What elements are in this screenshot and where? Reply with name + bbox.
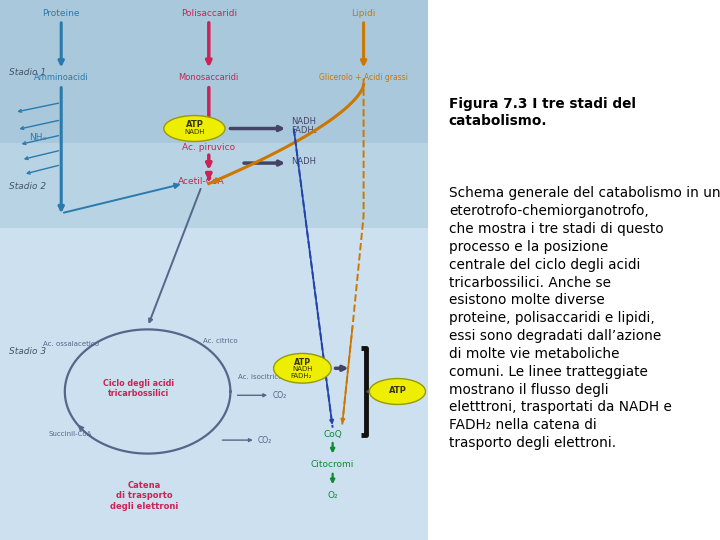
Text: Citocromi: Citocromi	[311, 460, 354, 469]
Bar	[0, 0, 428, 143]
Text: CO₂: CO₂	[272, 391, 287, 400]
Text: Amminoacidi: Amminoacidi	[34, 73, 89, 82]
Ellipse shape	[369, 379, 426, 404]
Text: NADH: NADH	[184, 129, 204, 136]
Text: Ac. piruvico: Ac. piruvico	[182, 144, 235, 152]
Text: Ac. isocitrico: Ac. isocitrico	[238, 374, 282, 380]
Text: Glicerolo + Acidi grassi: Glicerolo + Acidi grassi	[319, 73, 408, 82]
Text: Monosaccaridi: Monosaccaridi	[179, 73, 239, 82]
Text: Polisaccaridi: Polisaccaridi	[181, 9, 237, 18]
Text: CO₂: CO₂	[258, 436, 272, 444]
Text: Succinil-CoA: Succinil-CoA	[49, 431, 92, 437]
Text: Stadio 2: Stadio 2	[9, 182, 46, 191]
Bar	[0, 228, 428, 540]
Text: ATP: ATP	[294, 359, 311, 367]
Text: CoQ: CoQ	[323, 430, 342, 438]
Text: Ac. ossalacetico: Ac. ossalacetico	[42, 341, 99, 347]
Text: NADH: NADH	[292, 117, 317, 126]
Text: ATP: ATP	[186, 120, 203, 129]
Text: Lipidi: Lipidi	[351, 9, 376, 18]
Text: Ac. citrico: Ac. citrico	[203, 338, 238, 344]
Text: Ciclo degli acidi
tricarbossilici: Ciclo degli acidi tricarbossilici	[103, 379, 174, 399]
Text: Catena
di trasporto
degli elettroni: Catena di trasporto degli elettroni	[110, 481, 178, 511]
Text: Schema generale del catabolismo in un
eterotrofo-chemiorganotrofo,
che mostra i : Schema generale del catabolismo in un et…	[449, 186, 720, 450]
Text: FADH₂: FADH₂	[290, 373, 312, 379]
Bar	[0, 143, 428, 228]
Ellipse shape	[274, 354, 331, 383]
Text: Acetil-CoA: Acetil-CoA	[179, 177, 225, 186]
Text: NADH: NADH	[292, 366, 312, 373]
Ellipse shape	[164, 116, 225, 141]
Text: NADH: NADH	[292, 158, 317, 166]
Text: Stadio 3: Stadio 3	[9, 347, 46, 355]
Text: O₂: O₂	[328, 491, 338, 500]
Text: Proteine: Proteine	[42, 9, 80, 18]
Text: ATP: ATP	[389, 386, 406, 395]
Text: FADH₂: FADH₂	[292, 126, 318, 135]
Text: Stadio 1: Stadio 1	[9, 69, 46, 77]
Text: NHₓ: NHₓ	[29, 133, 46, 142]
Text: Figura 7.3 I tre stadi del
catabolismo.: Figura 7.3 I tre stadi del catabolismo.	[449, 97, 636, 128]
